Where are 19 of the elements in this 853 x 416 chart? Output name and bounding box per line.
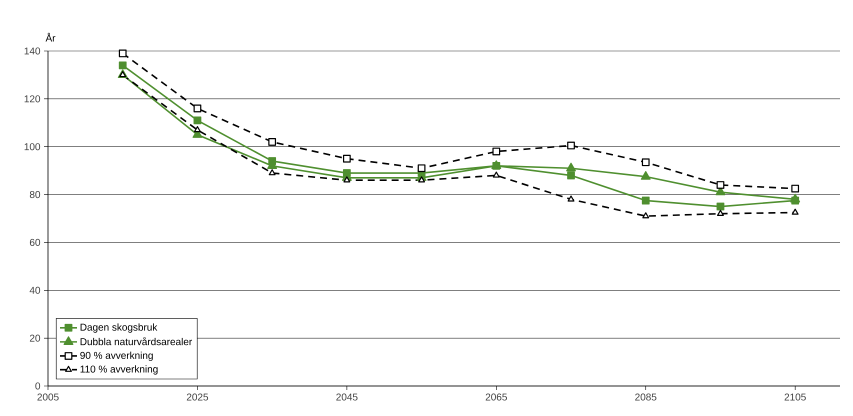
y-tick-label: 60 xyxy=(30,238,40,246)
x-tick-label: 2025 xyxy=(186,394,208,401)
x-tick-label: 2045 xyxy=(336,394,358,401)
y-tick-label: 100 xyxy=(24,143,40,150)
legend-label: Dubbla naturvårdsarealer xyxy=(80,337,192,346)
x-tick-label: 2105 xyxy=(784,394,806,401)
x-tick-label: 2085 xyxy=(635,394,656,401)
y-tick-label: 80 xyxy=(30,191,40,198)
y-axis-title: År xyxy=(46,32,56,42)
y-tick-label: 0 xyxy=(35,382,40,390)
legend-label: Dagen skogsbruk xyxy=(80,323,158,333)
legend-label: 90 % avverkning xyxy=(80,352,153,361)
y-tick-label: 140 xyxy=(24,47,40,55)
x-tick-label: 2065 xyxy=(486,394,507,401)
legend-label: 110 % avverkning xyxy=(80,365,158,375)
y-tick-label: 40 xyxy=(30,286,40,294)
y-tick-label: 20 xyxy=(30,334,40,342)
x-tick-label: 2005 xyxy=(37,394,59,401)
y-tick-label: 120 xyxy=(24,95,40,102)
